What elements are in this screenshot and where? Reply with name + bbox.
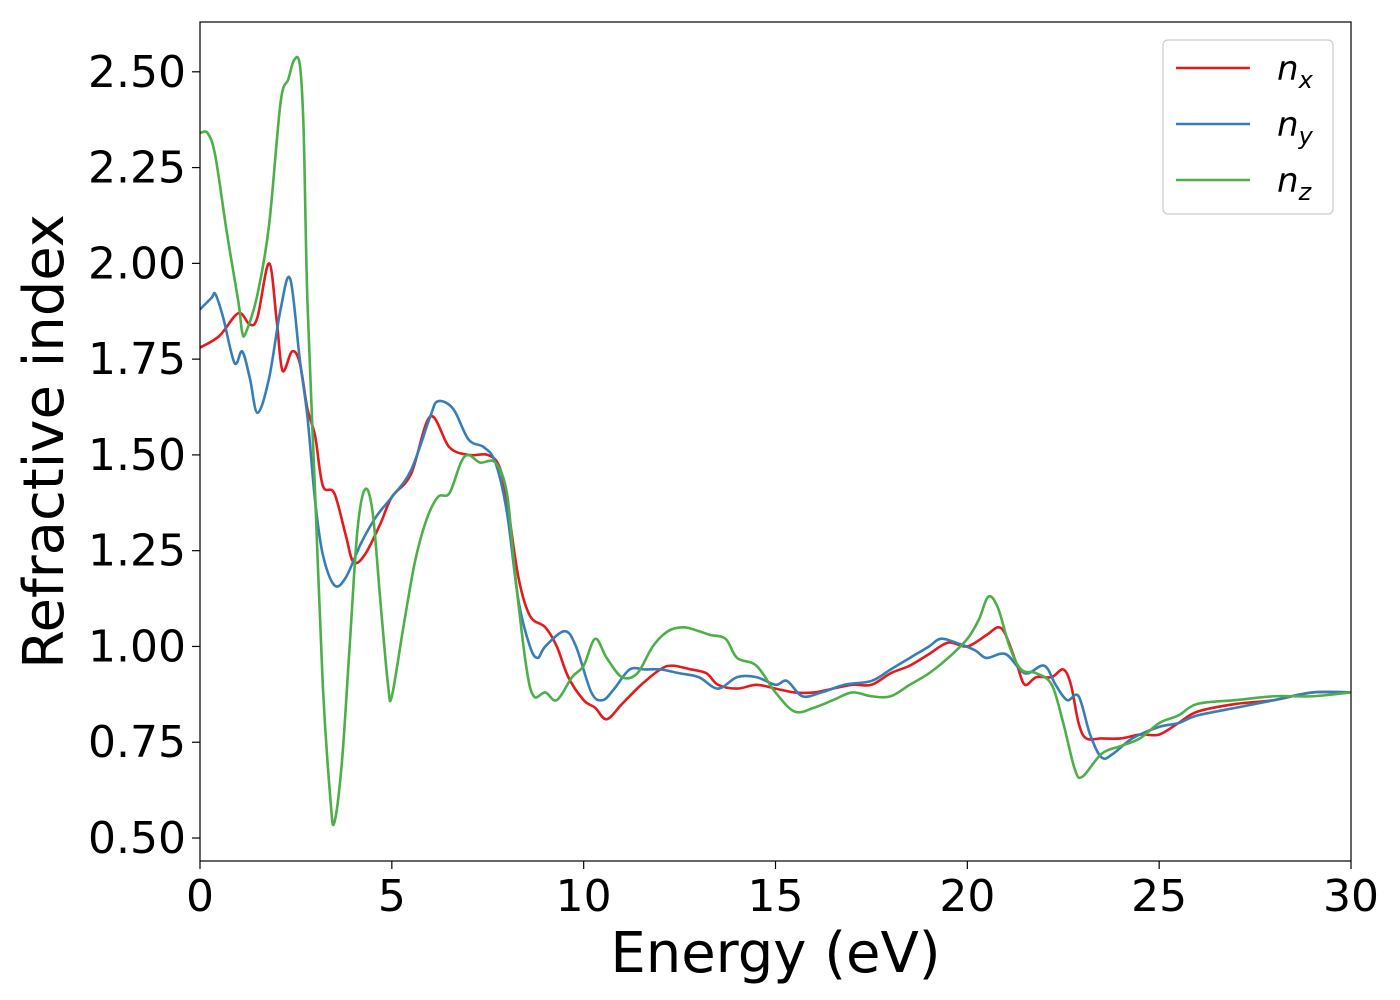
x-axis-label: Energy (eV) — [610, 921, 940, 986]
y-tick-label: 2.50 — [88, 47, 186, 98]
legend-label-base: n — [1277, 49, 1299, 89]
y-axis-label: Refractive index — [12, 214, 77, 669]
legend-box — [1162, 39, 1334, 215]
legend-label-subscript: z — [1298, 178, 1313, 206]
series-line-nz — [200, 55, 1351, 827]
y-tick-label: 0.75 — [88, 717, 186, 768]
series-layer — [200, 55, 1351, 827]
x-tick-label: 0 — [186, 871, 214, 922]
x-tick-label: 30 — [1323, 871, 1379, 922]
legend-label-nz: nz — [1277, 161, 1313, 206]
y-tick-label: 1.25 — [88, 526, 186, 577]
series-line-nx — [200, 262, 1351, 741]
x-tick-label: 5 — [378, 871, 406, 922]
series-line-ny — [200, 275, 1351, 761]
y-tick-label: 1.50 — [88, 430, 186, 481]
y-tick-label: 1.75 — [88, 334, 186, 385]
x-tick-label: 10 — [556, 871, 612, 922]
legend-label-subscript: y — [1298, 122, 1314, 150]
y-tick-label: 1.00 — [88, 621, 186, 672]
y-axis: 0.50 0.75 1.00 1.25 1.50 1.75 2.00 2.25 2.50 — [88, 47, 200, 864]
legend-label-ny: ny — [1277, 105, 1314, 150]
legend-label-base: n — [1277, 161, 1299, 201]
x-tick-label: 20 — [939, 871, 995, 922]
x-tick-label: 15 — [748, 871, 804, 922]
x-tick-label: 25 — [1131, 871, 1187, 922]
x-axis: 0 5 10 15 20 25 30 — [186, 861, 1379, 922]
y-tick-label: 2.00 — [88, 238, 186, 289]
legend-label-nx: nx — [1277, 49, 1314, 94]
y-tick-label: 2.25 — [88, 143, 186, 194]
legend-label-base: n — [1277, 105, 1299, 145]
y-tick-label: 0.50 — [88, 813, 186, 864]
legend-label-subscript: x — [1298, 66, 1314, 94]
